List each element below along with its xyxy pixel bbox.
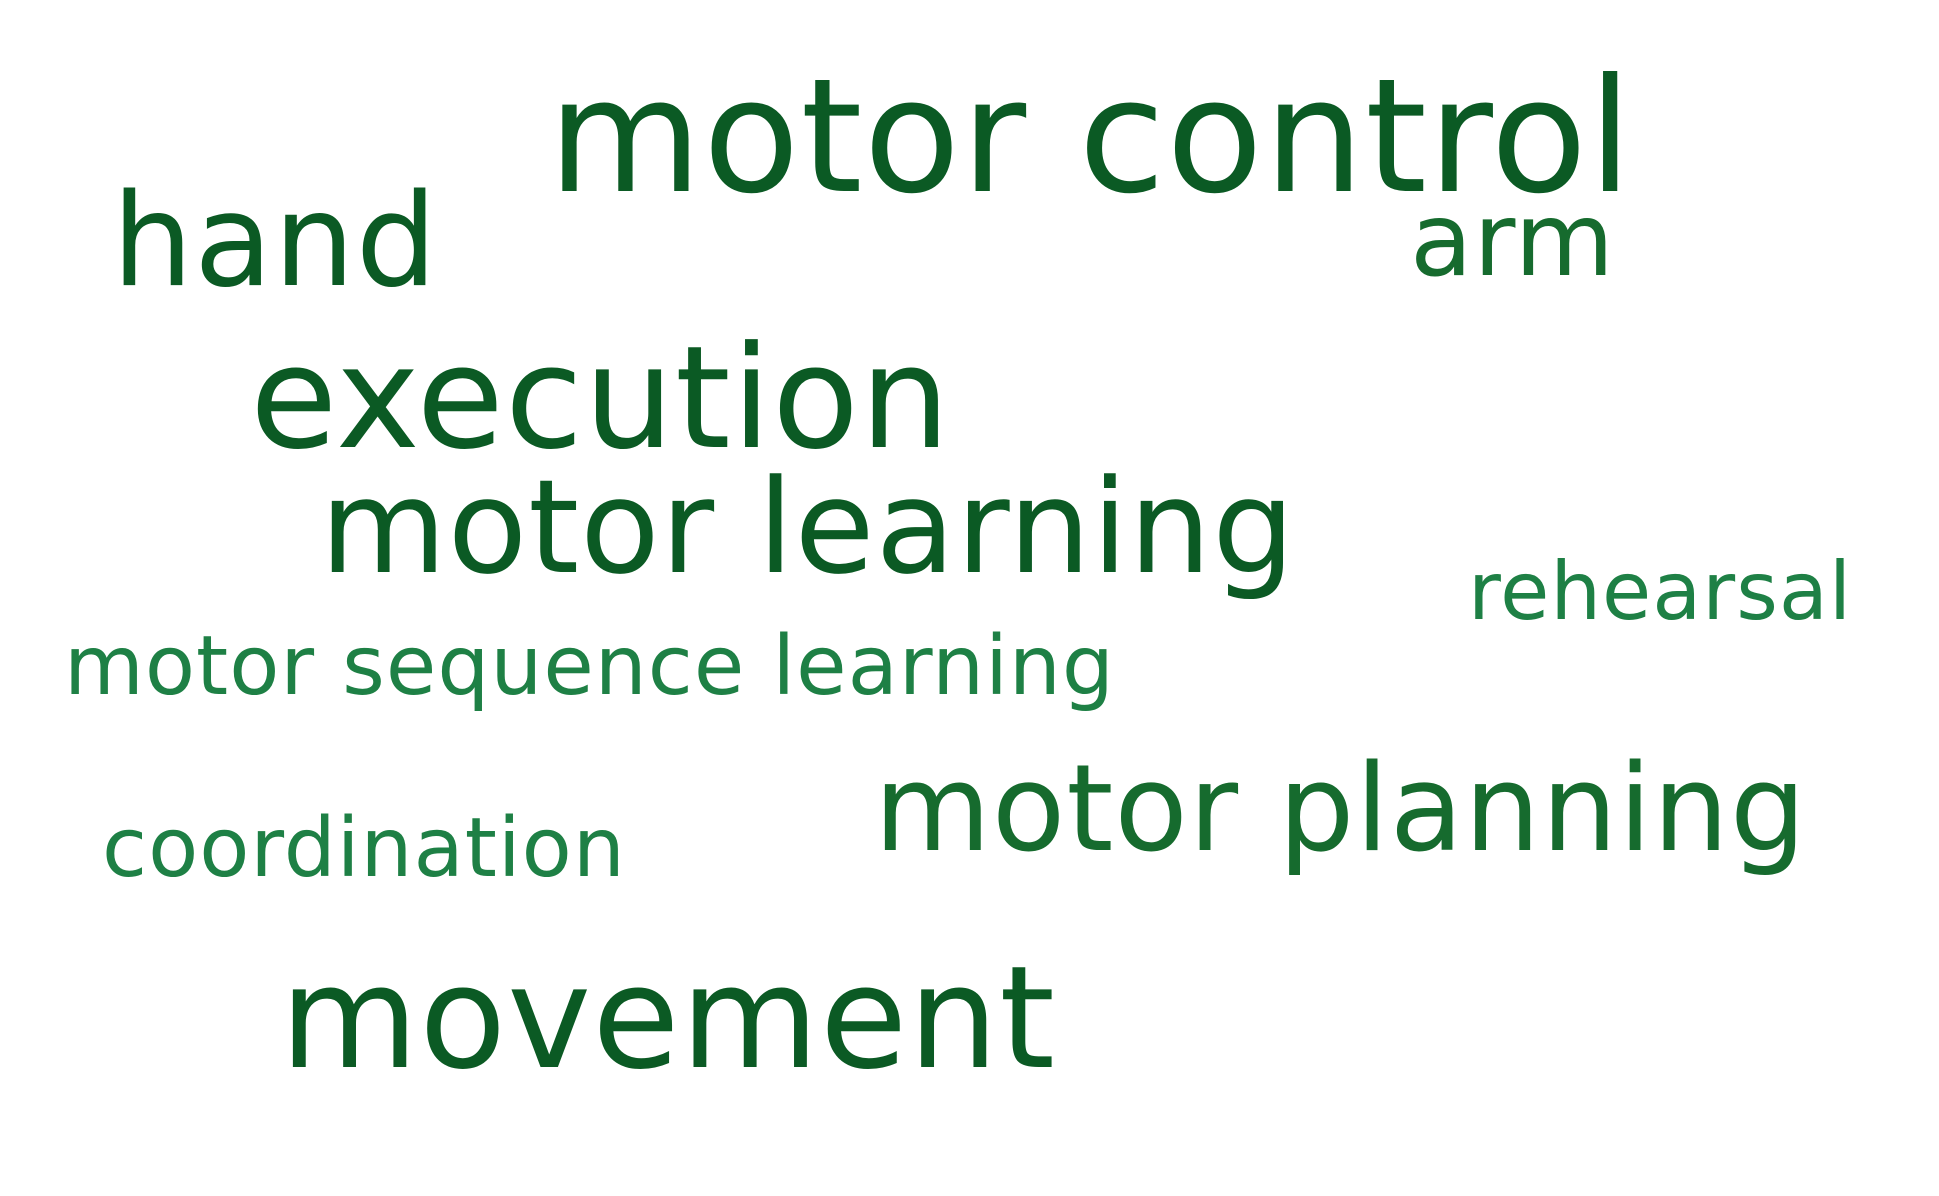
word-execution: execution	[250, 316, 951, 481]
word-motor-learning: motor learning	[320, 451, 1296, 603]
word-coordination: coordination	[102, 801, 626, 896]
word-movement: movement	[280, 936, 1056, 1101]
word-motor-planning: motor planning	[874, 740, 1807, 879]
word-arm: arm	[1410, 181, 1616, 300]
word-hand: hand	[112, 167, 438, 316]
word-motor-sequence-learning: motor sequence learning	[64, 619, 1115, 714]
word-motor-control: motor control	[548, 45, 1634, 229]
word-rehearsal: rehearsal	[1468, 545, 1853, 638]
